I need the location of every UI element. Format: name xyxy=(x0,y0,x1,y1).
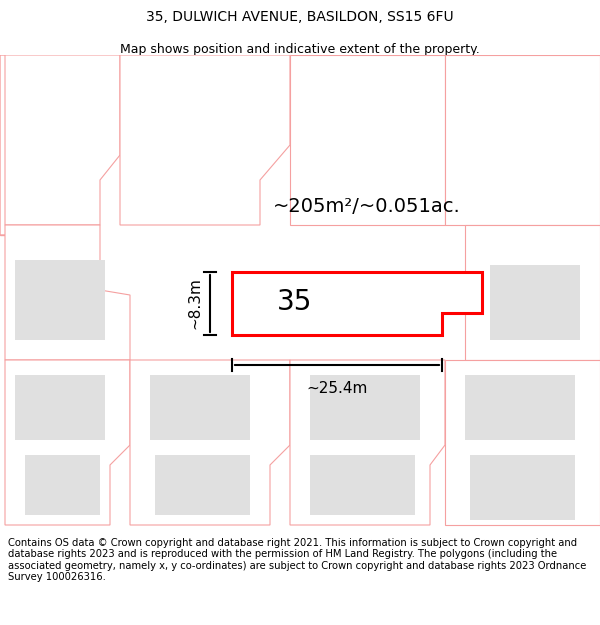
Text: 35: 35 xyxy=(277,288,313,316)
Polygon shape xyxy=(10,60,100,120)
Polygon shape xyxy=(0,55,115,235)
Text: Contains OS data © Crown copyright and database right 2021. This information is : Contains OS data © Crown copyright and d… xyxy=(8,538,586,582)
Polygon shape xyxy=(290,55,445,225)
Polygon shape xyxy=(445,360,600,525)
Text: ~205m²/~0.051ac.: ~205m²/~0.051ac. xyxy=(273,198,461,216)
Bar xyxy=(15,70,95,135)
Bar xyxy=(150,375,250,440)
Bar xyxy=(155,455,250,515)
Polygon shape xyxy=(130,360,290,525)
Text: Map shows position and indicative extent of the property.: Map shows position and indicative extent… xyxy=(120,43,480,56)
Text: ~8.3m: ~8.3m xyxy=(187,278,202,329)
Polygon shape xyxy=(310,60,430,120)
Polygon shape xyxy=(120,55,290,225)
Polygon shape xyxy=(460,60,570,120)
Bar xyxy=(242,276,380,327)
Polygon shape xyxy=(5,55,120,225)
Polygon shape xyxy=(465,225,600,360)
Polygon shape xyxy=(0,55,40,235)
Text: 35, DULWICH AVENUE, BASILDON, SS15 6FU: 35, DULWICH AVENUE, BASILDON, SS15 6FU xyxy=(146,10,454,24)
Text: ~25.4m: ~25.4m xyxy=(307,381,368,396)
Bar xyxy=(465,375,575,440)
Bar xyxy=(310,455,415,515)
Bar xyxy=(15,160,80,215)
Bar xyxy=(25,455,100,515)
Polygon shape xyxy=(5,225,130,360)
Polygon shape xyxy=(160,60,280,120)
Bar xyxy=(15,260,105,340)
Bar xyxy=(310,375,420,440)
Polygon shape xyxy=(232,272,482,335)
Polygon shape xyxy=(445,55,600,225)
Bar xyxy=(490,265,580,340)
Bar xyxy=(15,375,105,440)
Bar xyxy=(470,455,575,520)
Polygon shape xyxy=(5,360,130,525)
Polygon shape xyxy=(290,360,445,525)
